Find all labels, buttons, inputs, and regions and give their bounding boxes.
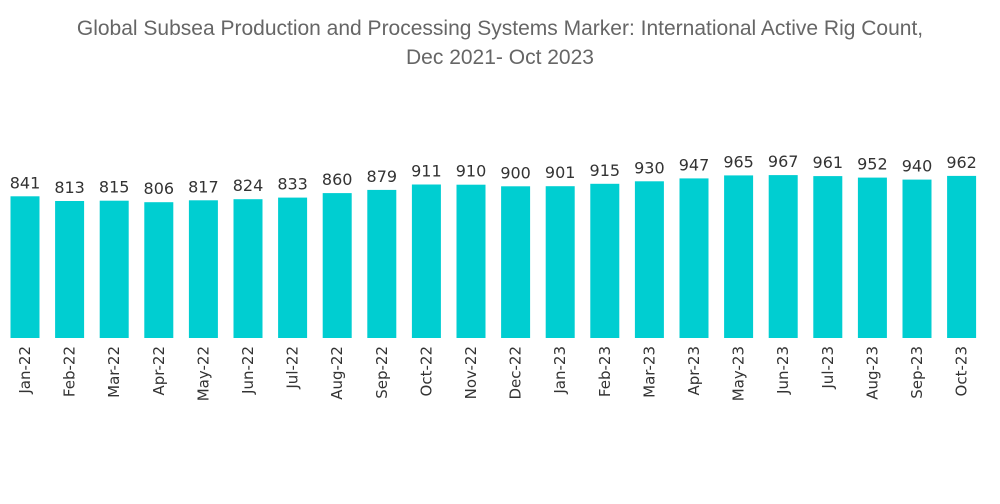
bar-sep-23 (902, 179, 932, 338)
bar-jan-23 (545, 186, 575, 338)
x-tick-dec-22: Dec-22 (507, 346, 525, 400)
data-label-oct-22: 911 (411, 162, 442, 181)
bar-dec-22 (501, 186, 531, 338)
data-label-nov-22: 910 (456, 162, 487, 181)
bar-aug-23 (857, 177, 887, 338)
data-label-jan-23: 901 (545, 163, 576, 182)
bar-feb-22 (55, 201, 85, 338)
x-tick-apr-22: Apr-22 (150, 346, 168, 396)
x-tick-jul-22: Jul-22 (284, 346, 302, 390)
x-tick-jan-23: Jan-23 (551, 346, 569, 395)
x-tick-may-23: May-23 (730, 346, 748, 401)
x-tick-jul-23: Jul-23 (819, 346, 837, 390)
data-label-mar-22: 815 (99, 178, 130, 197)
bar-aug-22 (322, 193, 352, 338)
x-tick-jan-22: Jan-22 (16, 346, 34, 395)
bar-may-22 (188, 200, 218, 338)
x-tick-jun-23: Jun-23 (774, 346, 792, 395)
x-tick-nov-22: Nov-22 (462, 346, 480, 399)
data-label-oct-23: 962 (946, 153, 977, 172)
x-tick-oct-22: Oct-22 (417, 346, 435, 396)
x-tick-sep-22: Sep-22 (373, 346, 391, 399)
x-tick-oct-23: Oct-23 (953, 346, 971, 396)
bar-may-23 (724, 175, 754, 338)
x-tick-mar-22: Mar-22 (105, 346, 123, 398)
chart-subtitle: Dec 2021- Oct 2023 (406, 46, 594, 69)
data-label-feb-23: 915 (590, 161, 621, 180)
data-label-may-23: 965 (723, 152, 754, 171)
bar-sep-22 (367, 189, 397, 338)
x-tick-apr-23: Apr-23 (685, 346, 703, 396)
data-label-jun-23: 967 (768, 152, 799, 171)
bar-apr-23 (679, 178, 709, 338)
x-tick-mar-23: Mar-23 (640, 346, 658, 398)
bar-jul-22 (278, 197, 308, 338)
bar-jun-23 (768, 175, 798, 338)
data-label-feb-22: 813 (54, 178, 85, 197)
data-label-jul-23: 961 (813, 153, 844, 172)
chart-title: Global Subsea Production and Processing … (0, 14, 1000, 72)
chart-title-line1: Global Subsea Production and Processing … (76, 17, 924, 40)
bar-feb-23 (590, 183, 620, 338)
bar-mar-22 (99, 200, 129, 338)
data-label-apr-23: 947 (679, 155, 710, 174)
data-label-sep-23: 940 (902, 157, 933, 176)
data-label-jul-22: 833 (277, 175, 308, 194)
data-label-sep-22: 879 (367, 167, 398, 186)
data-label-jan-22: 841 (10, 173, 41, 192)
bar-oct-22 (411, 184, 441, 338)
bar-jul-23 (813, 176, 843, 338)
bar-jan-22 (10, 196, 40, 338)
x-tick-feb-22: Feb-22 (61, 346, 79, 397)
data-label-mar-23: 930 (634, 158, 665, 177)
bar-nov-22 (456, 184, 486, 338)
x-tick-aug-22: Aug-22 (328, 346, 346, 400)
bar-apr-22 (144, 202, 174, 338)
data-label-dec-22: 900 (500, 163, 531, 182)
bar-oct-23 (947, 175, 977, 338)
data-label-may-22: 817 (188, 177, 219, 196)
bar-jun-22 (233, 199, 263, 338)
x-tick-sep-23: Sep-23 (908, 346, 926, 399)
x-tick-feb-23: Feb-23 (596, 346, 614, 397)
x-tick-may-22: May-22 (194, 346, 212, 401)
data-label-aug-22: 860 (322, 170, 353, 189)
data-label-aug-23: 952 (857, 155, 888, 174)
bar-mar-23 (634, 181, 664, 338)
x-tick-aug-23: Aug-23 (863, 346, 881, 400)
x-tick-jun-22: Jun-22 (239, 346, 257, 395)
data-label-jun-22: 824 (233, 176, 264, 195)
data-label-apr-22: 806 (144, 179, 175, 198)
